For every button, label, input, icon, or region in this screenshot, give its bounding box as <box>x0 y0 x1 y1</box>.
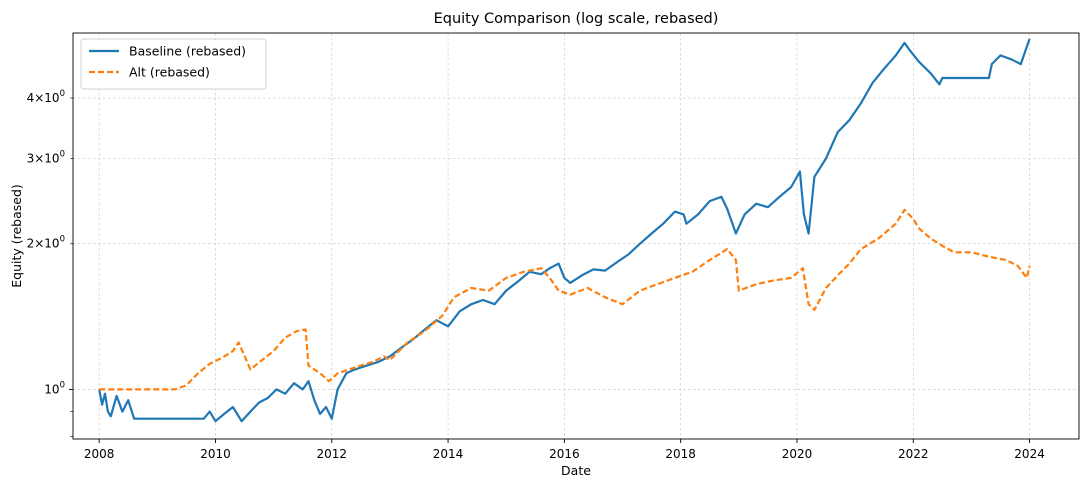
x-axis-label: Date <box>561 463 591 478</box>
y-axis: 100 2×100 3×100 4×100 <box>27 89 73 437</box>
x-tick-label: 2010 <box>200 447 231 461</box>
series-layer <box>98 38 1031 423</box>
series-line-alt <box>99 208 1031 391</box>
x-tick-label: 2018 <box>665 447 696 461</box>
legend: Baseline (rebased) Alt (rebased) <box>80 38 267 90</box>
y-minor-tick-label: 4×100 <box>27 89 65 105</box>
x-tick-label: 2008 <box>84 447 115 461</box>
x-tick-label: 2014 <box>433 447 464 461</box>
x-tick-label: 2016 <box>549 447 580 461</box>
y-minor-tick-label: 3×100 <box>27 150 65 166</box>
y-tick-label: 100 <box>44 380 65 396</box>
chart-title: Equity Comparison (log scale, rebased) <box>434 11 719 27</box>
x-tick-label: 2012 <box>316 447 347 461</box>
plot-frame <box>72 32 1080 440</box>
x-tick-label: 2024 <box>1014 447 1045 461</box>
y-minor-tick-label: 2×100 <box>27 235 65 251</box>
legend-label-baseline: Baseline (rebased) <box>129 44 246 59</box>
series-line-baseline <box>98 38 1031 423</box>
x-tick-label: 2020 <box>782 447 813 461</box>
legend-label-alt: Alt (rebased) <box>129 65 210 80</box>
x-tick-label: 2022 <box>898 447 929 461</box>
legend-box <box>80 38 267 90</box>
x-axis: 2008 2010 2012 2014 2016 2018 2020 2022 2024 <box>84 439 1045 461</box>
y-axis-label: Equity (rebased) <box>9 184 24 288</box>
